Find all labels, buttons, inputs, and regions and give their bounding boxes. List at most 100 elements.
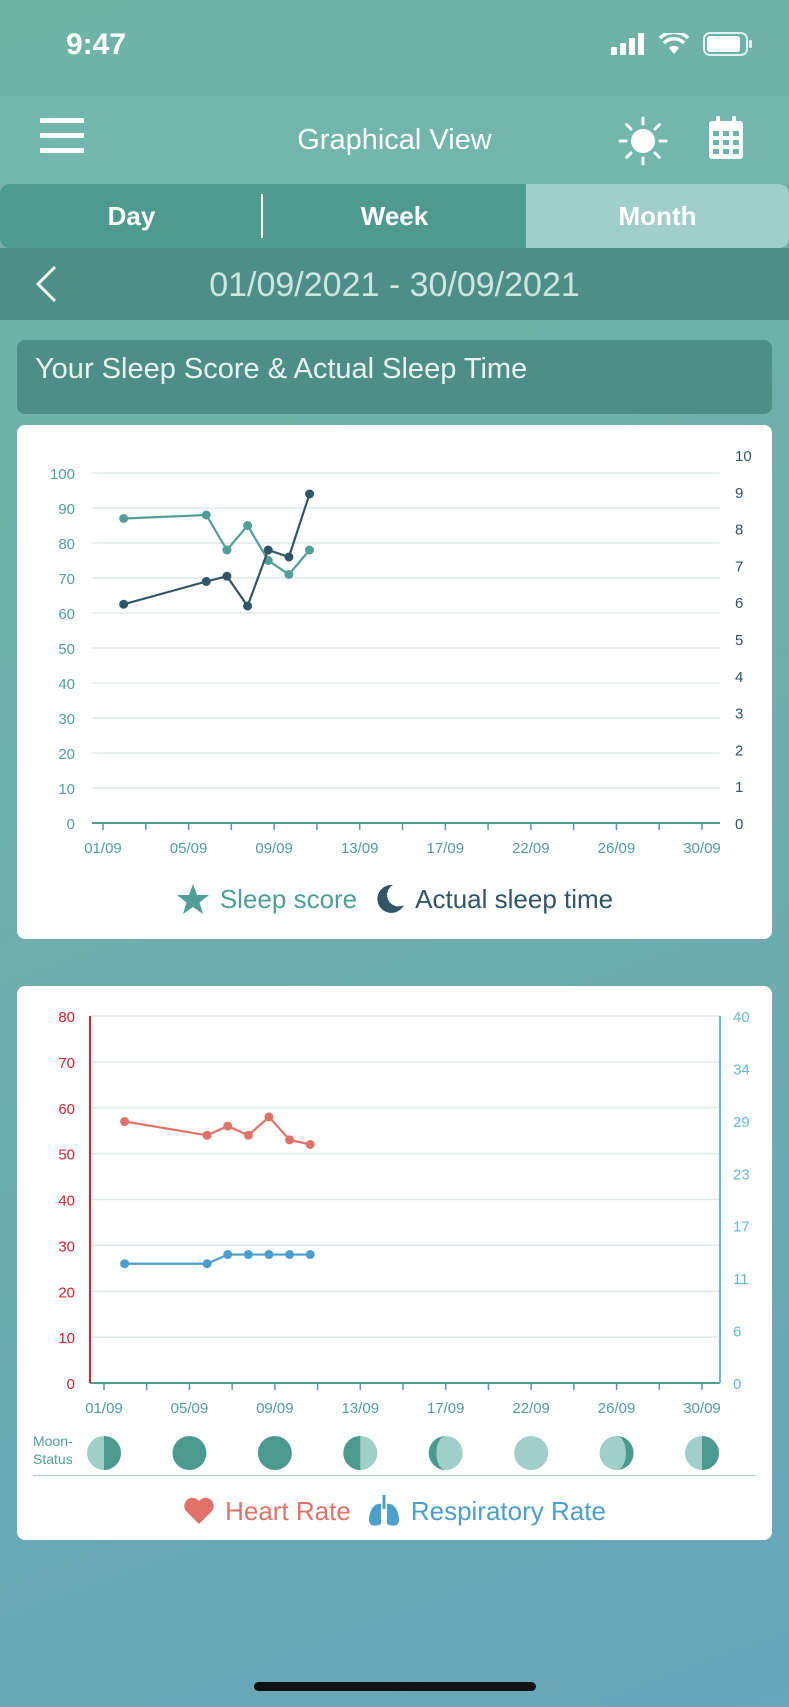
moon-phase-icon: [599, 1436, 634, 1470]
data-point: [305, 1250, 315, 1260]
y-left-tick-label: 60: [58, 606, 75, 623]
legend-heart-rate-label: Heart Rate: [225, 1495, 351, 1526]
y-right-tick-label: 17: [733, 1219, 750, 1236]
status-bar: 9:47: [0, 0, 789, 96]
y-right-tick-label: 29: [733, 1114, 750, 1131]
data-point: [284, 552, 294, 562]
y-right-tick-label: 6: [733, 1324, 741, 1341]
moon-icon: [377, 884, 405, 913]
legend-sleep-score: Sleep score: [176, 883, 357, 915]
vitals-chart-card: 0 10 20 30 40 50 60 70 80 0 6 11 17 23 29 34 40 01/09 05/0…: [17, 986, 772, 1540]
x-tick-label: 05/09: [171, 1400, 209, 1417]
section-title: Your Sleep Score & Actual Sleep Time: [17, 340, 772, 414]
legend-respiratory-rate-label: Respiratory Rate: [410, 1495, 606, 1526]
legend-sleep-score-label: Sleep score: [219, 883, 358, 914]
page-title: Graphical View: [297, 124, 492, 156]
y-left-tick-label: 0: [67, 1376, 75, 1393]
series-line: [124, 1253, 311, 1265]
x-tick-label: 13/09: [341, 840, 379, 857]
x-tick-label: 09/09: [256, 1400, 294, 1417]
y-right-tick-label: 34: [733, 1061, 750, 1078]
data-point: [120, 1259, 130, 1269]
heart-icon: [184, 1497, 214, 1524]
data-point: [285, 1135, 295, 1145]
y-left-tick-label: 20: [58, 746, 75, 763]
tab-week-label: Week: [360, 200, 429, 231]
y-right-tick-label: 40: [733, 1009, 750, 1026]
data-point: [243, 1250, 253, 1260]
y-right-tick-label: 10: [735, 448, 752, 465]
tab-week[interactable]: Week: [263, 184, 526, 248]
x-tick-label: 26/09: [598, 840, 636, 857]
home-indicator[interactable]: [254, 1682, 536, 1691]
legend-actual-sleep-label: Actual sleep time: [415, 883, 614, 914]
period-tabs: Day Week Month: [0, 184, 789, 248]
data-point: [201, 577, 211, 586]
x-tick-label: 26/09: [598, 1400, 636, 1417]
sleep-chart-legend: Sleep score Actual sleep time: [17, 883, 772, 915]
y-left-tick-label: 10: [58, 1330, 75, 1347]
moon-phase-icon: [343, 1436, 378, 1470]
tab-month[interactable]: Month: [526, 184, 789, 248]
moon-status-label: Status: [33, 1451, 73, 1467]
star-icon: [176, 884, 209, 914]
data-point: [285, 1250, 295, 1260]
data-point: [119, 599, 129, 609]
data-point: [264, 1250, 274, 1260]
y-left-tick-label: 60: [58, 1101, 75, 1118]
moon-phase-icon: [514, 1436, 549, 1470]
tab-month-label: Month: [618, 200, 697, 231]
battery-icon: [703, 32, 752, 56]
x-tick-label: 30/09: [683, 1400, 721, 1417]
data-point: [243, 521, 253, 530]
lungs-icon: [368, 1495, 399, 1526]
x-tick-label: 13/09: [342, 1400, 380, 1417]
chevron-left-icon[interactable]: [34, 266, 58, 302]
sun-icon[interactable]: [618, 116, 668, 166]
y-left-tick-label: 50: [58, 1147, 75, 1164]
data-point: [201, 510, 211, 520]
x-tick-label: 17/09: [427, 1400, 465, 1417]
y-right-tick-label: 23: [733, 1166, 750, 1183]
y-right-tick-label: 4: [735, 669, 743, 686]
y-right-tick-label: 3: [735, 706, 743, 723]
signal-icon: [611, 33, 644, 55]
y-right-tick-label: 0: [733, 1376, 741, 1393]
y-left-tick-label: 10: [58, 781, 75, 798]
x-tick-label: 09/09: [255, 840, 293, 857]
date-range-bar: 01/09/2021 - 30/09/2021: [0, 248, 789, 320]
y-right-tick-label: 6: [735, 595, 743, 612]
series-line: [124, 1115, 311, 1146]
tab-day[interactable]: Day: [0, 184, 263, 248]
calendar-icon[interactable]: [708, 116, 744, 160]
data-point: [263, 545, 273, 555]
y-left-tick-label: 20: [58, 1284, 75, 1301]
data-point: [202, 1259, 212, 1269]
data-point: [120, 1117, 130, 1127]
y-left-tick-label: 70: [58, 571, 75, 588]
x-tick-label: 01/09: [84, 840, 122, 857]
y-right-tick-label: 8: [735, 522, 743, 539]
x-tick-label: 22/09: [512, 840, 550, 857]
y-left-tick-label: 90: [58, 501, 75, 518]
vitals-chart-legend: Heart Rate Respiratory Rate: [17, 1494, 772, 1528]
legend-respiratory-rate: Respiratory Rate: [367, 1494, 606, 1528]
y-right-tick-label: 11: [733, 1271, 749, 1288]
y-left-tick-label: 70: [58, 1055, 75, 1072]
data-point: [119, 514, 129, 523]
data-point: [202, 1130, 212, 1140]
y-left-tick-label: 80: [58, 536, 75, 553]
date-range-label: 01/09/2021 - 30/09/2021: [209, 266, 580, 304]
data-point: [223, 1250, 233, 1260]
y-right-tick-label: 2: [735, 742, 743, 759]
x-tick-label: 17/09: [427, 840, 465, 857]
y-right-tick-label: 1: [735, 779, 743, 796]
y-right-tick-label: 5: [735, 632, 743, 649]
tab-day-label: Day: [107, 200, 156, 231]
menu-icon[interactable]: [40, 118, 84, 158]
y-left-tick-label: 80: [58, 1009, 75, 1026]
moon-phase-icon: [257, 1436, 292, 1470]
y-left-tick-label: 40: [58, 676, 75, 693]
x-tick-label: 30/09: [683, 840, 721, 857]
y-left-tick-label: 30: [58, 711, 75, 728]
